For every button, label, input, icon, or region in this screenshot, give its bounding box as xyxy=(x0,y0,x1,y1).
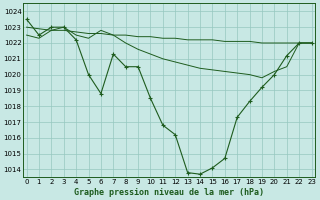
X-axis label: Graphe pression niveau de la mer (hPa): Graphe pression niveau de la mer (hPa) xyxy=(74,188,264,197)
